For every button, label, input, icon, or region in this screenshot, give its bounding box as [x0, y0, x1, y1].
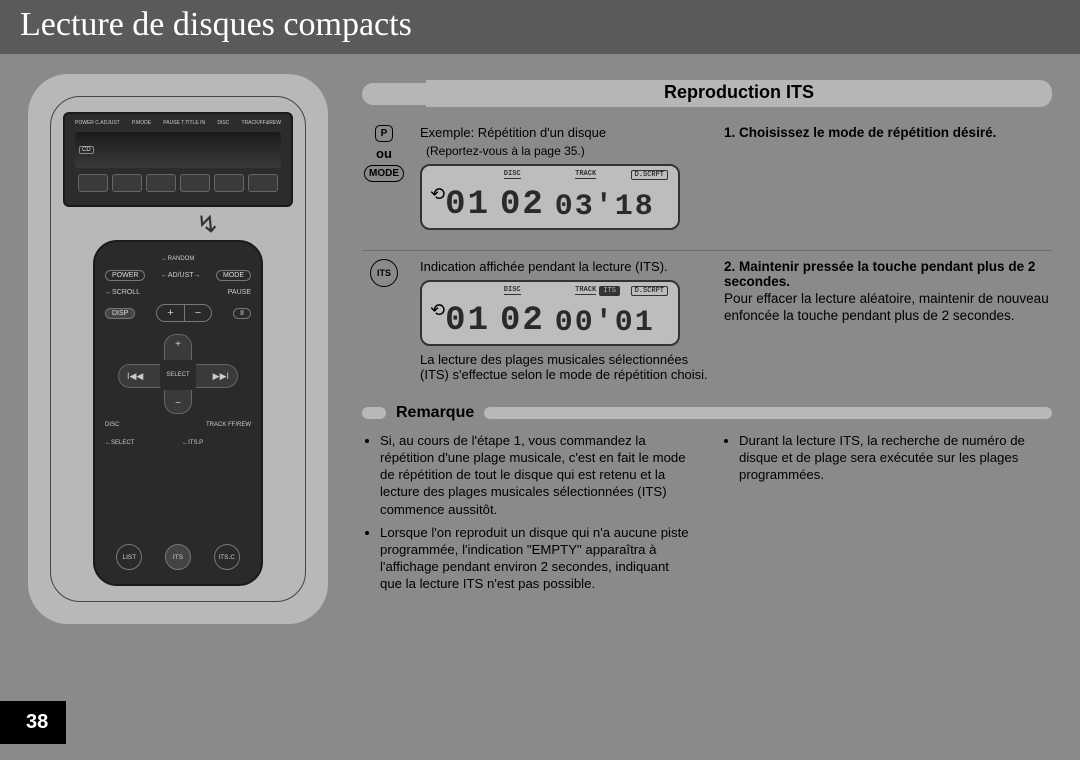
note-header: Remarque: [362, 404, 1052, 422]
head-unit: POWER C.ADJUST P.MODE PAUSE T.TITLE IN D…: [63, 112, 293, 207]
notes-left: Si, au cours de l'étape 1, vous commande…: [362, 432, 693, 598]
left-column: POWER C.ADJUST P.MODE PAUSE T.TITLE IN D…: [28, 74, 338, 624]
remote: ←RANDOM POWER ←AD/UST→ MODE ←SCROLL PAUS…: [93, 240, 263, 586]
page-number: 38: [0, 701, 66, 744]
mode-icon: MODE: [364, 165, 404, 182]
device-panel: POWER C.ADJUST P.MODE PAUSE T.TITLE IN D…: [28, 74, 328, 624]
notes-right: Durant la lecture ITS, la recherche de n…: [721, 432, 1052, 598]
right-column: Reproduction ITS P ou MODE Exemple: Répé…: [362, 74, 1052, 624]
section-header: Reproduction ITS: [362, 80, 1052, 107]
its-icon: ITS: [370, 259, 398, 287]
notes: Si, au cours de l'étape 1, vous commande…: [362, 432, 1052, 598]
step-2: ITS Indication affichée pendant la lectu…: [362, 250, 1052, 396]
step-1: P ou MODE Exemple: Répétition d'un disqu…: [362, 117, 1052, 250]
lightning-icon: ↯: [193, 207, 222, 243]
lcd-display-2: DISC TRACK ITS D.SCRPT ⟲ 01 02 00'01: [420, 280, 680, 346]
p-icon: P: [375, 125, 393, 142]
page-title: Lecture de disques compacts: [0, 0, 1080, 54]
content: POWER C.ADJUST P.MODE PAUSE T.TITLE IN D…: [0, 54, 1080, 624]
lcd-display-1: DISC TRACK D.SCRPT ⟲ 01 02 03'18: [420, 164, 680, 230]
